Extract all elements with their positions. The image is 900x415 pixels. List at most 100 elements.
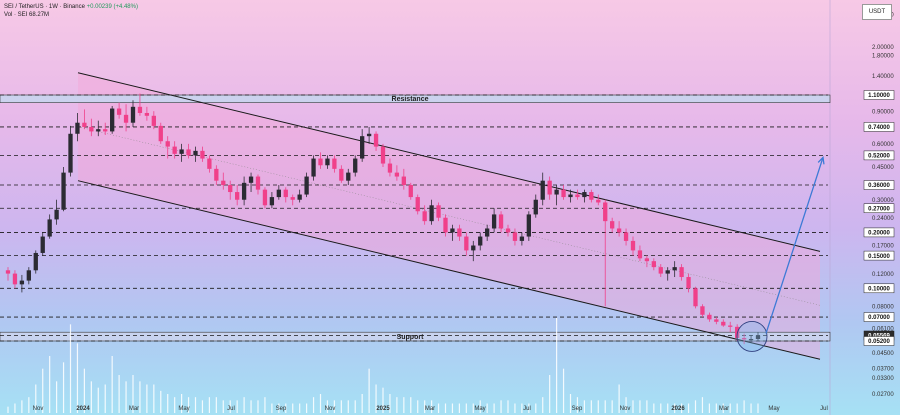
y-tick-label: 0.03700: [872, 367, 894, 373]
resistance-label: Resistance: [392, 96, 429, 103]
x-tick-label: Nov: [33, 406, 44, 412]
volume-bar: [7, 406, 9, 413]
volume-bar: [354, 400, 356, 413]
volume-bar: [694, 400, 697, 413]
x-tick-label: Mar: [129, 406, 139, 412]
candle-body: [262, 189, 268, 206]
price-tag-box: [863, 227, 895, 238]
candle-body: [228, 185, 233, 193]
volume-bar: [340, 400, 342, 413]
candle-body: [75, 122, 80, 134]
volume-bar: [257, 400, 259, 413]
volume-bar: [160, 390, 162, 413]
volume-bar: [389, 394, 391, 413]
volume-bar: [674, 403, 676, 413]
y-tick-label: 0.12000: [872, 272, 894, 278]
candle-body: [200, 150, 205, 159]
x-tick-label: Jul: [227, 406, 235, 412]
volume-bar: [181, 394, 183, 413]
volume-bar: [278, 403, 280, 413]
volume-bar: [715, 403, 717, 413]
volume-bar: [667, 403, 669, 413]
candle-body: [707, 314, 712, 320]
volume-bar: [76, 343, 79, 413]
currency-button[interactable]: USDT: [862, 4, 892, 20]
candle-body: [214, 168, 219, 181]
candle-body: [116, 108, 122, 115]
y-tick-label: 0.02700: [872, 392, 894, 398]
candle-body: [665, 270, 670, 274]
volume-bar: [396, 397, 398, 413]
candle-body: [436, 205, 441, 218]
candle-body: [269, 197, 275, 206]
volume-bar: [167, 394, 169, 413]
y-tick-label: 2.00000: [872, 45, 894, 51]
volume-bar: [486, 403, 488, 413]
volume-bar: [104, 384, 106, 413]
volume-bar: [49, 356, 51, 413]
candle-body: [276, 189, 281, 198]
volume-bar: [646, 400, 648, 413]
volume-bar: [458, 403, 460, 413]
candle-body: [40, 236, 45, 253]
volume-bar: [139, 381, 141, 413]
price-change: +0.00239 (+4.48%): [86, 4, 138, 10]
volume-bar: [514, 403, 516, 413]
volume-bar: [14, 403, 16, 413]
y-tick-label: 0.45000: [872, 165, 894, 171]
candle-body: [623, 232, 629, 241]
candle-body: [394, 172, 400, 177]
candle-body: [422, 211, 427, 222]
volume-bar: [493, 403, 495, 413]
candle-body: [137, 106, 143, 113]
volume-bar: [201, 400, 204, 413]
y-tick-label: 0.03300: [872, 376, 894, 382]
candle-body: [616, 228, 622, 233]
candle-body: [123, 114, 129, 123]
x-tick-label: Mar: [719, 406, 729, 412]
volume-bar: [583, 400, 585, 413]
volume-bar: [549, 375, 551, 413]
volume-bar: [42, 368, 44, 413]
y-tick-label: 0.06100: [872, 326, 894, 332]
volume-bar: [507, 400, 509, 413]
volume-bar: [312, 397, 315, 413]
candle-body: [519, 236, 525, 241]
candle-body: [721, 321, 726, 326]
candle-body: [19, 280, 25, 285]
volume-bar: [146, 384, 148, 413]
volume-bar: [90, 381, 92, 413]
volume-bar: [437, 403, 440, 413]
volume-bar: [28, 397, 30, 413]
volume-bar: [236, 400, 238, 413]
candle-body: [491, 214, 497, 229]
candle-body: [575, 194, 580, 198]
candle-body: [373, 133, 379, 147]
candle-body: [714, 319, 719, 322]
volume-bar: [424, 400, 426, 413]
y-tick-label: 1.40000: [872, 74, 894, 80]
volume-bar: [62, 362, 65, 413]
candle-body: [603, 202, 608, 222]
candle-body: [89, 126, 94, 132]
volume-bar: [556, 318, 558, 413]
volume-bar: [465, 403, 467, 413]
price-tag-label: 0.52000: [868, 154, 890, 160]
candle-body: [165, 141, 170, 147]
volume-bar: [451, 403, 454, 413]
candle-body: [610, 221, 615, 229]
candle-body: [26, 270, 31, 281]
candle-body: [547, 180, 552, 195]
x-tick-label: May: [768, 406, 779, 412]
volume-bar: [410, 397, 412, 413]
y-tick-label: 0.60000: [872, 142, 894, 148]
volume-bar: [472, 403, 474, 413]
candle-body: [82, 122, 87, 127]
volume-bar: [479, 400, 481, 413]
candle-body: [283, 189, 288, 198]
price-tag-box: [863, 122, 895, 132]
volume-bar: [736, 403, 738, 413]
x-tick-label: Nov: [325, 406, 336, 412]
x-tick-label: May: [474, 406, 485, 412]
